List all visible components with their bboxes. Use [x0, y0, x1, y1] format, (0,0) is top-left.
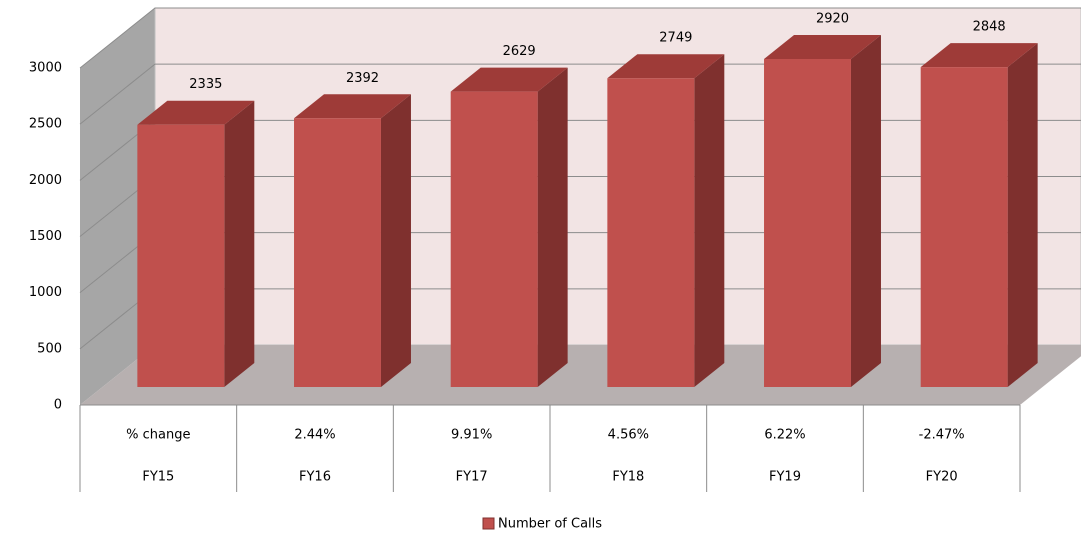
- x-tick-label: FY17: [456, 470, 488, 485]
- bar: [294, 94, 411, 387]
- bar-top: [294, 94, 411, 119]
- y-tick-label: 0: [54, 398, 62, 413]
- bar-top: [920, 43, 1038, 68]
- x-tick-label: FY20: [926, 470, 958, 485]
- bar-top: [764, 34, 881, 59]
- change-label: 2.44%: [294, 428, 335, 443]
- bar-front: [450, 91, 538, 388]
- bar: [764, 34, 881, 388]
- bar-top: [137, 100, 255, 125]
- data-label: 2749: [659, 31, 692, 46]
- bar-front: [137, 124, 225, 388]
- bar-front: [607, 78, 695, 387]
- change-label: % change: [126, 428, 190, 443]
- change-label: 4.56%: [608, 428, 649, 443]
- bar-side: [224, 100, 255, 388]
- data-label: 2392: [346, 71, 379, 86]
- change-label: 6.22%: [764, 428, 805, 443]
- data-label: 2335: [189, 77, 222, 92]
- bar-top: [607, 54, 725, 79]
- y-tick-label: 1000: [29, 285, 62, 300]
- data-label: 2920: [816, 11, 849, 26]
- change-label: -2.47%: [919, 428, 965, 443]
- data-label: 2848: [973, 20, 1006, 35]
- bar-top: [450, 67, 568, 92]
- bar-side: [1007, 43, 1038, 387]
- bar: [137, 100, 255, 388]
- change-label: 9.91%: [451, 428, 492, 443]
- y-tick-label: 2000: [29, 173, 62, 188]
- bar-side: [850, 34, 881, 388]
- bar-side: [694, 54, 725, 387]
- x-tick-label: FY16: [299, 470, 331, 485]
- bar-side: [537, 67, 568, 388]
- bar-side: [380, 94, 411, 387]
- bar: [607, 54, 725, 387]
- bar: [450, 67, 568, 388]
- legend-swatch: [482, 517, 495, 530]
- bar-front: [764, 58, 851, 388]
- y-tick-label: 3000: [29, 61, 62, 76]
- legend-label: Number of Calls: [498, 517, 602, 532]
- x-tick-label: FY15: [142, 470, 174, 485]
- x-tick-label: FY19: [769, 470, 801, 485]
- y-tick-label: 2500: [29, 117, 62, 132]
- data-label: 2629: [503, 44, 536, 59]
- bar: [920, 43, 1038, 387]
- bar-front: [294, 118, 381, 387]
- bar-front: [920, 67, 1008, 387]
- grid-line: [79, 7, 1081, 69]
- x-tick-label: FY18: [612, 470, 644, 485]
- y-tick-label: 500: [37, 341, 62, 356]
- y-tick-label: 1500: [29, 229, 62, 244]
